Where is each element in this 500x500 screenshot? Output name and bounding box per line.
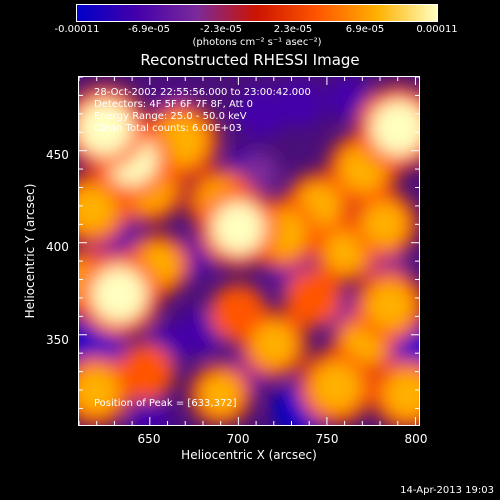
colorbar xyxy=(76,4,438,22)
heatmap-blob xyxy=(199,373,242,416)
heatmap-blob xyxy=(78,185,116,233)
annotation-peak-position: Position of Peak = [633,372] xyxy=(94,398,237,409)
colorbar-tick-label: 6.9e-05 xyxy=(345,24,385,35)
heatmap-blob xyxy=(370,99,420,156)
heatmap-blob xyxy=(311,362,362,413)
heatmap-blob xyxy=(324,231,366,273)
x-axis-label: Heliocentric X (arcsec) xyxy=(181,448,317,462)
annotation-energy-range: Energy Range: 25.0 - 50.0 keV xyxy=(94,111,247,122)
y-tick-label: 400 xyxy=(46,240,69,254)
colorbar-tick-label: -6.9e-05 xyxy=(128,24,170,35)
heatmap-blob xyxy=(326,76,371,121)
x-tick-label: 800 xyxy=(404,432,428,446)
x-tick-label: 650 xyxy=(137,432,161,446)
heatmap-blob xyxy=(277,80,325,128)
heatmap-blob xyxy=(240,153,279,192)
heatmap-blob xyxy=(90,266,147,323)
heatmap-blob xyxy=(366,281,414,330)
render-timestamp: 14-Apr-2013 19:03 xyxy=(400,485,494,496)
x-tick-label: 700 xyxy=(226,432,250,446)
heatmap-blob xyxy=(236,87,287,139)
heatmap-blob xyxy=(293,278,333,318)
colorbar-tick-label: 0.00011 xyxy=(416,24,458,35)
colorbar-tick-label: 2.3e-05 xyxy=(273,24,313,35)
colorbar-tick-label: -2.3e-05 xyxy=(200,24,242,35)
heatmap-blob xyxy=(251,322,297,367)
heatmap-blob xyxy=(126,353,165,392)
annotation-time-range: 28-Oct-2002 22:55:56.000 to 23:00:42.000 xyxy=(94,87,311,98)
annotation-clean-counts: Clean Total counts: 6.00E+03 xyxy=(94,123,242,134)
y-tick-label: 450 xyxy=(46,148,69,162)
heatmap-image xyxy=(78,76,420,426)
x-tick-label: 750 xyxy=(315,432,339,446)
y-tick-label: 350 xyxy=(46,333,69,347)
heatmap-blob xyxy=(219,293,258,333)
y-axis-label: Heliocentric Y (arcsec) xyxy=(23,183,37,319)
heatmap-blob xyxy=(211,201,265,255)
heatmap-blob xyxy=(78,99,133,156)
heatmap-blob xyxy=(128,397,170,426)
heatmap-blob xyxy=(383,370,420,419)
annotation-detectors: Detectors: 4F 5F 6F 7F 8F, Att 0 xyxy=(94,99,254,110)
colorbar-tick-label: -0.00011 xyxy=(54,24,100,35)
colorbar-units: (photons cm⁻² s⁻¹ asec⁻²) xyxy=(192,37,322,48)
chart-title: Reconstructed RHESSI Image xyxy=(140,51,360,69)
heatmap-blob xyxy=(362,201,407,247)
heatmap-blob xyxy=(78,367,120,415)
colorbar-gradient xyxy=(77,5,437,21)
